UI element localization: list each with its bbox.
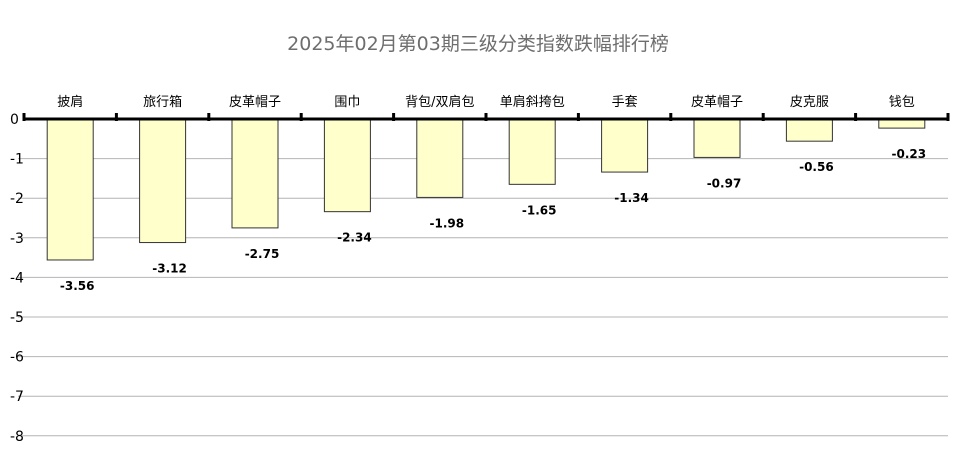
data-labels: -3.56 -3.12 -2.75 -2.34 -1.98 -1.65 -1.34 -0.97… [60,147,926,293]
y-tick-label: 0 [10,112,19,128]
bar-value-label: -2.34 [337,231,372,245]
bar-value-label: -0.56 [799,160,834,174]
category-label: 钱包 [889,95,915,110]
y-tick-label: -1 [10,152,24,168]
y-tick-label: -5 [10,310,24,326]
category-label: 旅行箱 [143,94,182,110]
bar-value-label: -0.97 [707,176,742,190]
category-label: 背包/双肩包 [405,94,474,110]
category-label: 皮革帽子 [691,94,743,110]
bar-value-label: -1.34 [614,191,649,205]
bar [601,118,649,173]
category-label: 围巾 [334,95,360,110]
bar [785,118,833,142]
category-axis [22,113,950,121]
y-tick-label: -8 [10,429,24,445]
bar [231,118,279,229]
category-label: 手套 [612,94,638,110]
y-tick-label: -4 [10,270,24,286]
bar [139,118,187,244]
bar [416,118,464,198]
category-label: 皮克服 [790,95,829,110]
y-tick-label: -3 [10,231,24,247]
bar [508,118,556,185]
bar [323,118,371,213]
bar-value-label: -0.23 [892,147,927,161]
bar [46,118,94,261]
y-tick-label: -2 [10,191,24,207]
bars [46,118,926,261]
y-axis-tick-labels: 0 -1 -2 -3 -4 -5 -6 -7 -8 [10,112,24,445]
category-label: 皮革帽子 [229,94,281,110]
bar-value-label: -3.56 [60,279,95,293]
bar-value-label: -1.98 [430,216,465,230]
bar-value-label: -2.75 [245,247,280,261]
y-tick-label: -7 [10,389,24,405]
category-labels: 披肩 旅行箱 皮革帽子 围巾 背包/双肩包 单肩斜挎包 手套 皮革帽子 皮克服 钱包 [57,94,915,110]
bar-value-label: -3.12 [152,262,187,276]
bar-value-label: -1.65 [522,203,557,217]
chart-title: 2025年02月第03期三级分类指数跌幅排行榜 [287,33,669,55]
category-label: 披肩 [57,94,83,110]
category-label: 单肩斜挎包 [500,94,565,110]
bar [693,118,741,158]
y-tick-label: -6 [10,350,24,366]
